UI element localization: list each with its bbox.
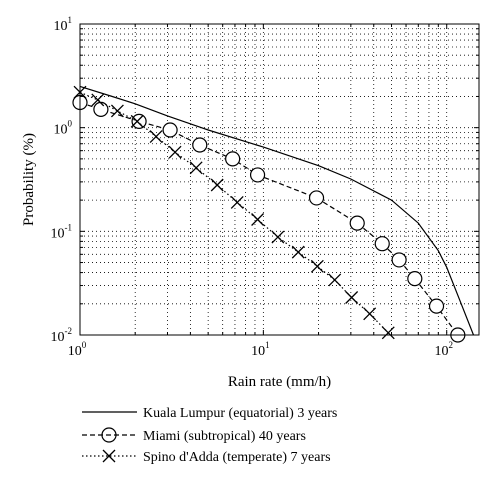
data-point (130, 114, 144, 128)
x-axis-label: Rain rate (mm/h) (228, 374, 331, 390)
data-point (162, 122, 178, 138)
legend-label-spino-dadda: Spino d'Adda (temperate) 7 years (143, 450, 331, 465)
data-point (192, 137, 208, 153)
x-tick-label: 102 (434, 340, 453, 359)
legend: Kuala Lumpur (equatorial) 3 years Miami … (82, 406, 337, 465)
data-point (149, 130, 163, 144)
data-point (225, 151, 241, 167)
tick-labels: 100 101 102 10-2 10-1 100 101 (51, 15, 453, 359)
series-line (79, 91, 389, 334)
y-tick-label: 101 (54, 15, 73, 34)
data-point (271, 230, 285, 244)
legend-entry-kuala-lumpur: Kuala Lumpur (equatorial) 3 years (82, 406, 337, 421)
data-point (345, 291, 359, 304)
y-axis-label: Probability (%) (21, 133, 37, 226)
x-tick-label: 100 (68, 340, 87, 359)
legend-entry-spino-dadda: Spino d'Adda (temperate) 7 years (82, 449, 331, 465)
data-point (249, 167, 266, 183)
data-point (349, 215, 365, 231)
data-point (91, 93, 105, 107)
legend-entry-miami: Miami (subtropical) 40 years (82, 427, 306, 444)
tick-marks (79, 23, 479, 336)
grid-lines (80, 24, 479, 335)
data-point (230, 195, 244, 209)
data-point (251, 213, 265, 226)
data-point (407, 270, 423, 287)
data-point (391, 252, 407, 268)
data-point (189, 161, 203, 175)
data-point (291, 245, 305, 259)
series-0 (79, 85, 475, 336)
series-1 (72, 94, 466, 343)
y-tick-label: 10-2 (51, 326, 73, 345)
series-layer (72, 85, 475, 343)
data-point (381, 326, 395, 340)
legend-marker-spino-dadda (102, 449, 116, 463)
data-point (374, 236, 390, 252)
data-point (428, 298, 445, 314)
data-point (168, 145, 182, 159)
x-tick-label: 101 (251, 340, 270, 359)
plot-frame (79, 23, 480, 336)
legend-marker-miami (101, 427, 117, 443)
series-line (79, 85, 475, 336)
legend-label-kuala-lumpur: Kuala Lumpur (equatorial) 3 years (143, 406, 337, 421)
data-point (210, 178, 224, 192)
data-point (328, 273, 342, 287)
data-point (308, 190, 325, 206)
data-point (310, 259, 324, 273)
data-point (131, 113, 147, 129)
data-point (363, 307, 377, 321)
legend-label-miami: Miami (subtropical) 40 years (143, 429, 306, 444)
y-tick-label: 100 (54, 119, 73, 138)
series-2 (73, 85, 395, 340)
y-tick-label: 10-1 (51, 222, 73, 241)
data-point (110, 104, 124, 118)
